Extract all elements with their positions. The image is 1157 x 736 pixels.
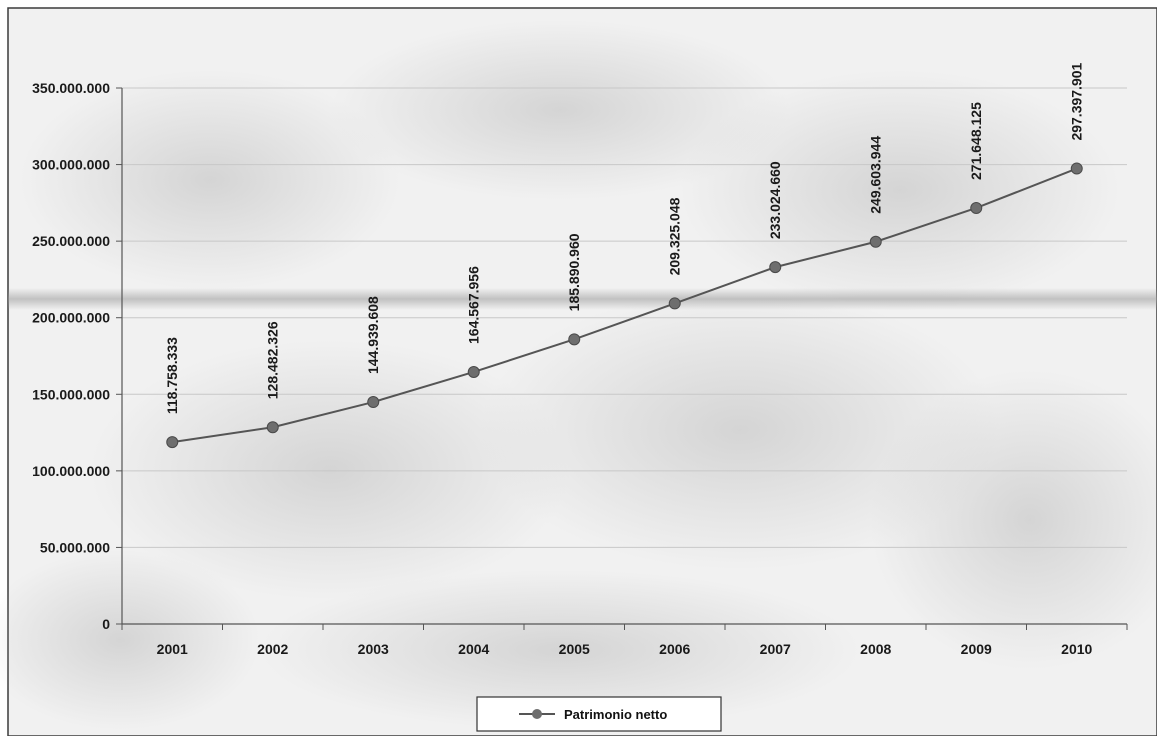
legend-label: Patrimonio netto bbox=[564, 707, 667, 722]
y-tick-label: 350.000.000 bbox=[32, 80, 110, 96]
legend-box bbox=[476, 696, 722, 732]
data-label: 233.024.660 bbox=[767, 161, 783, 239]
data-label: 144.939.608 bbox=[365, 296, 381, 374]
data-label: 128.482.326 bbox=[265, 321, 281, 399]
gridlines bbox=[122, 87, 1127, 548]
y-tick-label: 0 bbox=[102, 616, 110, 632]
data-point bbox=[1070, 162, 1083, 175]
x-tick: 2006 bbox=[659, 641, 690, 657]
y-tick-label: 100.000.000 bbox=[32, 463, 110, 479]
y-tick-label: 200.000.000 bbox=[32, 310, 110, 326]
x-tick-label: 2007 bbox=[760, 641, 791, 657]
data-point bbox=[568, 333, 581, 346]
x-tick: 2007 bbox=[760, 641, 791, 657]
y-axis-ticks: 0 50.000.000 100.000.000 150.000.000 200.000… bbox=[32, 80, 110, 632]
y-tick: 0 bbox=[102, 616, 110, 632]
data-label: 209.325.048 bbox=[667, 197, 683, 275]
data-point bbox=[970, 201, 983, 214]
x-tick: 2004 bbox=[458, 641, 489, 657]
data-label: 271.648.125 bbox=[968, 102, 984, 180]
y-tick: 300.000.000 bbox=[32, 157, 110, 173]
data-label: 249.603.944 bbox=[868, 136, 884, 214]
data-point bbox=[367, 396, 380, 409]
y-tick: 150.000.000 bbox=[32, 386, 110, 402]
x-tick-label: 2008 bbox=[860, 641, 891, 657]
x-tick: 2008 bbox=[860, 641, 891, 657]
y-tick: 50.000.000 bbox=[40, 539, 110, 555]
x-tick-label: 2004 bbox=[458, 641, 489, 657]
y-tick-label: 250.000.000 bbox=[32, 233, 110, 249]
axes bbox=[116, 87, 1128, 630]
y-tick-label: 150.000.000 bbox=[32, 386, 110, 402]
series-line bbox=[172, 167, 1078, 444]
x-tick-label: 2003 bbox=[358, 641, 389, 657]
x-tick-label: 2002 bbox=[257, 641, 288, 657]
x-tick: 2002 bbox=[257, 641, 288, 657]
data-point bbox=[769, 261, 782, 274]
x-tick-label: 2005 bbox=[559, 641, 590, 657]
data-point bbox=[467, 365, 480, 378]
x-tick-label: 2009 bbox=[961, 641, 992, 657]
x-tick-label: 2010 bbox=[1061, 641, 1092, 657]
x-tick-label: 2001 bbox=[157, 641, 188, 657]
x-tick: 2001 bbox=[157, 641, 188, 657]
data-label: 185.890.960 bbox=[566, 233, 582, 311]
y-tick: 100.000.000 bbox=[32, 463, 110, 479]
x-tick: 2003 bbox=[358, 641, 389, 657]
data-point bbox=[166, 436, 179, 449]
x-tick-label: 2006 bbox=[659, 641, 690, 657]
x-tick: 2010 bbox=[1061, 641, 1092, 657]
data-label: 164.567.956 bbox=[466, 266, 482, 344]
series-patrimonio-netto bbox=[166, 162, 1083, 449]
x-tick: 2005 bbox=[559, 641, 590, 657]
legend: Patrimonio netto bbox=[476, 696, 722, 732]
data-point bbox=[668, 297, 681, 310]
legend-marker-swatch bbox=[532, 709, 542, 719]
x-axis-ticks: 2001 2002 2003 2004 2005 2006 2007 2008 2009 2010 bbox=[157, 641, 1093, 657]
y-tick: 250.000.000 bbox=[32, 233, 110, 249]
data-labels: 118.758.333 128.482.326 144.939.608 164.567… bbox=[164, 62, 1085, 414]
data-label: 297.397.901 bbox=[1069, 62, 1085, 140]
y-tick: 200.000.000 bbox=[32, 310, 110, 326]
data-label: 118.758.333 bbox=[164, 337, 180, 414]
y-tick: 350.000.000 bbox=[32, 80, 110, 96]
data-point bbox=[266, 421, 279, 434]
y-tick-label: 50.000.000 bbox=[40, 539, 110, 555]
y-tick-label: 300.000.000 bbox=[32, 157, 110, 173]
x-tick: 2009 bbox=[961, 641, 992, 657]
data-point bbox=[869, 235, 882, 248]
